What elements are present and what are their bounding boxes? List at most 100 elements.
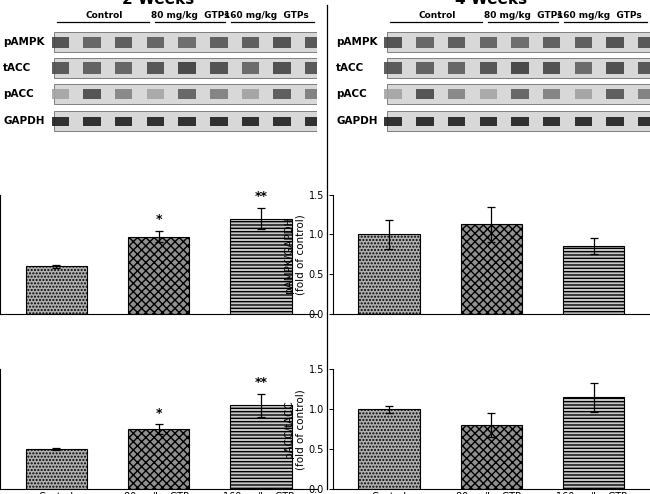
Bar [416, 117, 434, 125]
Bar [147, 117, 164, 125]
Bar [359, 410, 420, 489]
Bar [575, 89, 592, 99]
Y-axis label: pAMPK/GAPDH
(fold of control): pAMPK/GAPDH (fold of control) [284, 214, 306, 295]
Bar [128, 429, 189, 489]
Text: pACC: pACC [3, 89, 34, 99]
Bar [54, 111, 317, 131]
Bar [51, 89, 69, 99]
Bar [306, 89, 322, 99]
Bar [638, 37, 650, 48]
Bar [384, 37, 402, 48]
Bar [83, 89, 101, 99]
Bar [115, 62, 133, 74]
Bar [512, 62, 528, 74]
Bar [178, 117, 196, 125]
Text: GAPDH: GAPDH [3, 116, 45, 126]
Bar [306, 37, 322, 48]
Bar [274, 37, 291, 48]
Bar [384, 117, 402, 125]
Bar [416, 62, 434, 74]
Bar [210, 89, 228, 99]
Bar [575, 37, 592, 48]
Bar [51, 117, 69, 125]
Bar [147, 89, 164, 99]
Bar [606, 62, 624, 74]
Bar [54, 32, 317, 52]
Bar [115, 89, 133, 99]
Text: 80 mg/kg  GTPs: 80 mg/kg GTPs [151, 10, 229, 20]
Title: 2 Weeks: 2 Weeks [122, 0, 194, 7]
Bar [448, 37, 465, 48]
Bar [543, 117, 560, 125]
Bar [230, 406, 291, 489]
Bar [54, 58, 317, 78]
Text: GAPDH: GAPDH [336, 116, 378, 126]
Text: tACC: tACC [3, 63, 31, 73]
Bar [543, 62, 560, 74]
Bar [147, 37, 164, 48]
Bar [512, 89, 528, 99]
Bar [25, 449, 87, 489]
Bar [480, 62, 497, 74]
Bar [416, 89, 434, 99]
Text: Control: Control [86, 10, 124, 20]
Bar [461, 224, 522, 314]
Bar [274, 117, 291, 125]
Text: pAMPK: pAMPK [336, 37, 378, 47]
Bar [51, 62, 69, 74]
Bar [387, 58, 650, 78]
Bar [242, 117, 259, 125]
Bar [115, 117, 133, 125]
Bar [512, 117, 528, 125]
Text: 80 mg/kg  GTPs: 80 mg/kg GTPs [484, 10, 562, 20]
Bar [210, 37, 228, 48]
Bar [575, 62, 592, 74]
Bar [83, 117, 101, 125]
Bar [461, 425, 522, 489]
Bar [416, 37, 434, 48]
Bar [448, 89, 465, 99]
Bar [563, 397, 625, 489]
Bar [512, 37, 528, 48]
Text: 160 mg/kg  GTPs: 160 mg/kg GTPs [557, 10, 642, 20]
Bar [543, 37, 560, 48]
Bar [448, 117, 465, 125]
Bar [638, 117, 650, 125]
Bar [115, 37, 133, 48]
Bar [83, 37, 101, 48]
Text: **: ** [254, 376, 267, 389]
Text: pAMPK: pAMPK [3, 37, 45, 47]
Bar [147, 62, 164, 74]
Bar [480, 89, 497, 99]
Bar [387, 32, 650, 52]
Text: 160 mg/kg  GTPs: 160 mg/kg GTPs [224, 10, 309, 20]
Y-axis label: pACC/tACC
(fold of control): pACC/tACC (fold of control) [284, 389, 306, 470]
Bar [25, 266, 87, 314]
Bar [210, 62, 228, 74]
Text: *: * [155, 213, 162, 226]
Bar [128, 237, 189, 314]
Text: tACC: tACC [336, 63, 365, 73]
Bar [242, 62, 259, 74]
Text: **: ** [254, 190, 267, 203]
Bar [543, 89, 560, 99]
Bar [230, 218, 291, 314]
Bar [242, 89, 259, 99]
Bar [448, 62, 465, 74]
Bar [638, 62, 650, 74]
Bar [51, 37, 69, 48]
Bar [563, 246, 625, 314]
Bar [606, 89, 624, 99]
Bar [274, 89, 291, 99]
Bar [359, 235, 420, 314]
Bar [178, 89, 196, 99]
Bar [638, 89, 650, 99]
Bar [178, 37, 196, 48]
Bar [210, 117, 228, 125]
Bar [480, 37, 497, 48]
Bar [274, 62, 291, 74]
Text: pACC: pACC [336, 89, 367, 99]
Bar [387, 84, 650, 104]
Bar [606, 117, 624, 125]
Bar [575, 117, 592, 125]
